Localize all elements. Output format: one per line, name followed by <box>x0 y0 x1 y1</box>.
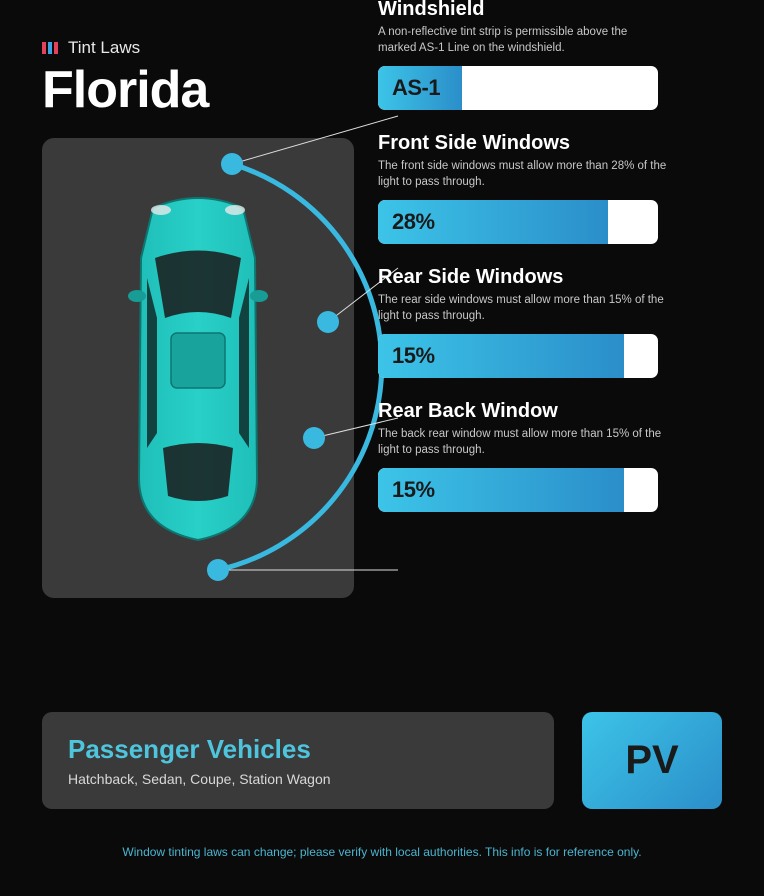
vehicle-class-badge: PV <box>582 712 722 809</box>
bar-label: 28% <box>378 209 435 235</box>
tint-bar: 15% <box>378 334 658 378</box>
section-title: Rear Back Window <box>378 400 722 423</box>
section-desc: The back rear window must allow more tha… <box>378 427 668 458</box>
section-desc: A non-reflective tint strip is permissib… <box>378 25 668 56</box>
section-desc: The front side windows must allow more t… <box>378 159 668 190</box>
vehicle-class-text: Passenger Vehicles Hatchback, Sedan, Cou… <box>42 712 554 809</box>
brand-area: Tint Laws Florida <box>42 38 208 120</box>
vehicle-class-card: Passenger Vehicles Hatchback, Sedan, Cou… <box>42 712 722 809</box>
brand-logo-icon <box>42 40 62 56</box>
tint-sections: Windshield A non-reflective tint strip i… <box>378 0 722 512</box>
state-title: Florida <box>42 60 208 120</box>
section-rear-back: Rear Back Window The back rear window mu… <box>378 400 722 512</box>
section-title: Windshield <box>378 0 722 21</box>
brand: Tint Laws <box>42 38 208 58</box>
section-title: Rear Side Windows <box>378 266 722 289</box>
tint-bar: 28% <box>378 200 658 244</box>
bar-label: 15% <box>378 477 435 503</box>
section-desc: The rear side windows must allow more th… <box>378 293 668 324</box>
section-windshield: Windshield A non-reflective tint strip i… <box>378 0 722 110</box>
section-front-side: Front Side Windows The front side window… <box>378 132 722 244</box>
main-content: Windshield A non-reflective tint strip i… <box>42 138 722 652</box>
disclaimer: Window tinting laws can change; please v… <box>42 845 722 859</box>
section-title: Front Side Windows <box>378 132 722 155</box>
tint-bar: AS-1 <box>378 66 658 110</box>
bar-label: AS-1 <box>378 75 440 101</box>
brand-text: Tint Laws <box>68 38 140 58</box>
bar-label: 15% <box>378 343 435 369</box>
tint-bar: 15% <box>378 468 658 512</box>
car-icon <box>123 188 273 548</box>
car-diagram-panel <box>42 138 354 598</box>
vehicle-class-title: Passenger Vehicles <box>68 734 528 765</box>
vehicle-class-subtitle: Hatchback, Sedan, Coupe, Station Wagon <box>68 771 528 787</box>
section-rear-side: Rear Side Windows The rear side windows … <box>378 266 722 378</box>
